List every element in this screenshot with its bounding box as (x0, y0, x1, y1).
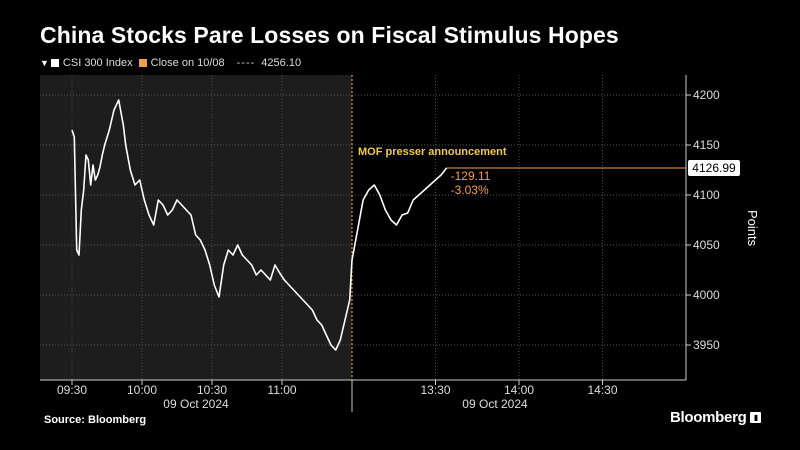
y-tick-label-4150: 4150 (693, 138, 720, 152)
y-tick-label-3950: 3950 (693, 338, 720, 352)
last-value-badge: 4126.99 (688, 160, 740, 177)
change-label: -129.11 (451, 169, 491, 183)
series-line-csi300 (71, 99, 448, 351)
x-tick-label-1100: 11:00 (267, 383, 296, 397)
x-date-label-1: 09 Oct 2024 (163, 397, 229, 411)
brand-text: Bloomberg (670, 409, 747, 426)
brand-chip-icon: ▮ (750, 412, 762, 423)
brand-logo: Bloomberg ▮ (670, 409, 762, 426)
source-note: Source: Bloomberg (44, 414, 147, 426)
x-tick-label-1400: 14:00 (504, 383, 534, 397)
legend: ▼ CSI 300 Index Close on 10/08 ---- 4256… (40, 57, 301, 69)
change-pct-label: -3.03% (451, 183, 489, 197)
x-tick-label-1430: 14:30 (587, 383, 617, 397)
chart-title: China Stocks Pare Losses on Fiscal Stimu… (40, 22, 619, 48)
y-tick-label-4100: 4100 (693, 188, 720, 202)
y-tick-label-4000: 4000 (693, 288, 720, 302)
y-tick-label-4050: 4050 (693, 238, 720, 252)
legend-series-label: CSI 300 Index (62, 57, 133, 69)
legend-close-value: 4256.10 (261, 57, 302, 69)
x-tick-label-1330: 13:30 (420, 383, 450, 397)
x-tick-label-0930: 09:30 (57, 383, 87, 397)
y-axis-ticks: 3950 4000 4050 4100 4150 4200 (686, 88, 720, 352)
session-break-label: MOF presser announcement (358, 146, 507, 158)
x-axis-ticks: 09:30 10:00 10:30 11:00 13:30 14:00 14:30 (57, 380, 618, 397)
legend-marker-icon: ▼ (40, 58, 49, 68)
plot-area-morning (40, 75, 352, 380)
y-axis-title: Points (745, 210, 760, 247)
y-tick-label-4200: 4200 (693, 88, 720, 102)
last-value-box (688, 160, 740, 177)
x-tick-label-1030: 10:30 (197, 383, 227, 397)
legend-close-label: Close on 10/08 (150, 57, 225, 69)
legend-swatch-close (138, 59, 147, 67)
legend-swatch-series (50, 59, 59, 67)
x-tick-label-1000: 10:00 (127, 383, 157, 397)
legend-dash: ---- (236, 57, 256, 69)
x-date-label-2: 09 Oct 2024 (462, 397, 528, 411)
last-value-text: 4126.99 (692, 161, 736, 175)
legend-item-series: CSI 300 Index (50, 57, 133, 69)
legend-item-close: Close on 10/08 (138, 57, 225, 69)
